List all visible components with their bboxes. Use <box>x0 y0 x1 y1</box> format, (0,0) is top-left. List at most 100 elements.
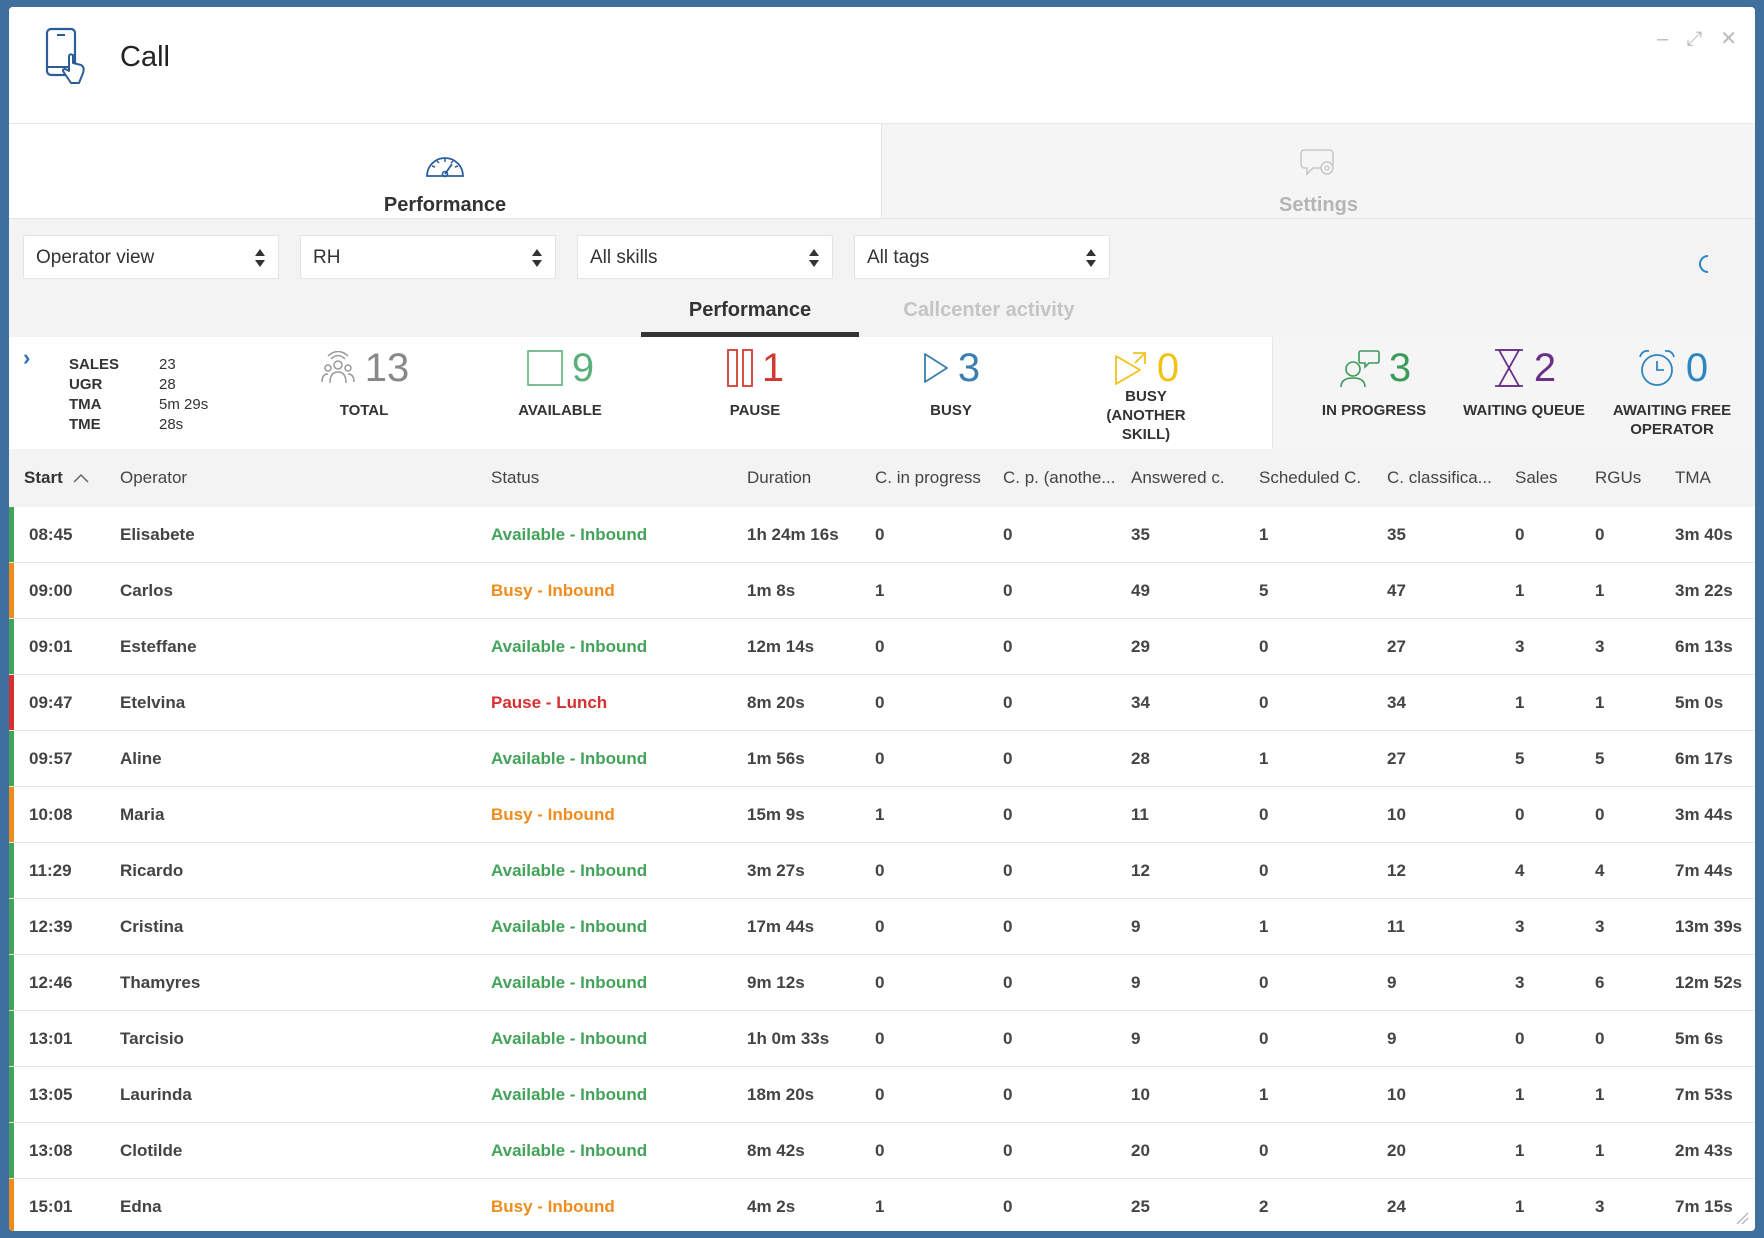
cell-calls-in-progress: 0 <box>875 693 885 712</box>
column-header-scheduled[interactable]: Scheduled C. <box>1259 468 1362 487</box>
table-row[interactable]: 13:01 Tarcisio Available - Inbound 1h 0m 33… <box>9 1011 1755 1067</box>
cell-status: Busy - Inbound <box>491 805 615 824</box>
chevron-right-icon[interactable]: › <box>23 345 31 370</box>
stat-busy[interactable]: 3 BUSY <box>856 345 1046 420</box>
maximize-icon[interactable]: ⤢ <box>1686 28 1703 50</box>
cell-classified: 35 <box>1387 525 1406 544</box>
column-header-operator[interactable]: Operator <box>120 468 188 487</box>
cell-classified: 20 <box>1387 1141 1406 1160</box>
stat-awaiting-free-operator[interactable]: 0 AWAITING FREE OPERATOR <box>1577 345 1755 439</box>
cell-classified: 9 <box>1387 973 1397 992</box>
status-indicator-bar <box>9 1011 14 1066</box>
column-header-calls-another[interactable]: C. p. (anothe... <box>1003 468 1116 487</box>
table-row[interactable]: 09:01 Esteffane Available - Inbound 12m 14s… <box>9 619 1755 675</box>
stat-in-progress[interactable]: 3 IN PROGRESS <box>1279 345 1469 420</box>
column-header-duration[interactable]: Duration <box>747 468 812 487</box>
cell-operator: Thamyres <box>120 973 201 992</box>
stat-busy-another-label: BUSY (ANOTHER SKILL) <box>1106 388 1186 443</box>
cell-duration: 15m 9s <box>747 805 805 824</box>
stat-total[interactable]: 13 TOTAL <box>269 345 459 420</box>
cell-tma: 3m 44s <box>1675 805 1733 824</box>
status-indicator-bar <box>9 955 14 1010</box>
cell-rgus: 6 <box>1595 973 1605 992</box>
minimize-icon[interactable]: – <box>1657 28 1669 50</box>
cell-sales: 5 <box>1515 749 1525 768</box>
column-header-rgus[interactable]: RGUs <box>1595 468 1642 487</box>
table-row[interactable]: 11:29 Ricardo Available - Inbound 3m 27s 0 0 1… <box>9 843 1755 899</box>
cell-scheduled: 0 <box>1259 861 1269 880</box>
filter-bar: Operator view RH All skills All tags Per… <box>9 219 1755 337</box>
cell-status: Available - Inbound <box>491 973 648 992</box>
stat-busy-label: BUSY <box>930 402 972 419</box>
stat-awaiting-value: 0 <box>1685 346 1709 390</box>
column-header-status[interactable]: Status <box>491 468 540 487</box>
table-row[interactable]: 09:00 Carlos Busy - Inbound 1m 8s 1 0 49 5 47 1 1 3… <box>9 563 1755 619</box>
skills-select[interactable]: All skills <box>577 235 833 279</box>
pause-icon <box>726 349 753 387</box>
cell-status: Available - Inbound <box>491 861 648 880</box>
cell-classified: 27 <box>1387 637 1406 656</box>
table-row[interactable]: 13:08 Clotilde Available - Inbound 8m 42s 0 0… <box>9 1123 1755 1179</box>
cell-sales: 0 <box>1515 805 1525 824</box>
cell-start: 08:45 <box>29 525 73 544</box>
phone-touch-icon <box>45 27 85 84</box>
cell-operator: Etelvina <box>120 693 186 712</box>
cell-start: 09:57 <box>29 749 73 768</box>
status-indicator-bar <box>9 1123 14 1178</box>
column-header-start[interactable]: Start <box>24 468 89 488</box>
tags-select[interactable]: All tags <box>854 235 1110 279</box>
stat-available[interactable]: 9 AVAILABLE <box>465 345 655 420</box>
group-select[interactable]: RH <box>300 235 556 279</box>
cell-duration: 8m 20s <box>747 693 805 712</box>
tab-settings[interactable]: Settings <box>881 124 1755 219</box>
column-header-calls-in-progress[interactable]: C. in progress <box>875 468 981 487</box>
cell-calls-in-progress: 0 <box>875 749 885 768</box>
cell-sales: 1 <box>1515 1141 1525 1160</box>
tab-performance[interactable]: Performance <box>9 124 881 219</box>
cell-status: Busy - Inbound <box>491 581 615 600</box>
table-row[interactable]: 12:39 Cristina Available - Inbound 17m 44s 0… <box>9 899 1755 955</box>
cell-status: Available - Inbound <box>491 1085 648 1104</box>
table-row[interactable]: 09:57 Aline Available - Inbound 1m 56s 0 0 28 1… <box>9 731 1755 787</box>
close-icon[interactable]: ✕ <box>1720 28 1737 50</box>
resize-grip-icon[interactable] <box>1735 1211 1749 1225</box>
column-header-sales[interactable]: Sales <box>1515 468 1558 487</box>
stat-pause[interactable]: 1 PAUSE <box>660 345 850 420</box>
status-indicator-bar <box>9 787 14 842</box>
table-row[interactable]: 15:01 Edna Busy - Inbound 4m 2s 1 0 25 2 24 1 3 7m … <box>9 1179 1755 1231</box>
summary-key: UGR <box>69 376 103 393</box>
table-row[interactable]: 13:05 Laurinda Available - Inbound 18m 20s 0… <box>9 1067 1755 1123</box>
cell-status: Available - Inbound <box>491 917 648 936</box>
cell-calls-in-progress: 1 <box>875 1197 885 1216</box>
table-row[interactable]: 09:47 Etelvina Pause - Lunch 8m 20s 0 0 34 0 34 1… <box>9 675 1755 731</box>
loading-spinner-icon <box>1699 255 1709 273</box>
column-header-tma[interactable]: TMA <box>1675 468 1711 487</box>
stat-waiting-value: 2 <box>1533 346 1557 390</box>
table-row[interactable]: 12:46 Thamyres Available - Inbound 9m 12s 0 0… <box>9 955 1755 1011</box>
cell-answered: 20 <box>1131 1141 1150 1160</box>
cell-sales: 1 <box>1515 581 1525 600</box>
cell-rgus: 1 <box>1595 1141 1605 1160</box>
stat-busy-another-skill[interactable]: 0 BUSY (ANOTHER SKILL) <box>1051 345 1241 444</box>
stat-awaiting-label: AWAITING FREE OPERATOR <box>1612 402 1732 438</box>
title-bar: Call – ⤢ ✕ <box>9 7 1755 123</box>
cell-calls-in-progress: 0 <box>875 1029 885 1048</box>
cell-classified: 47 <box>1387 581 1406 600</box>
cell-start: 09:47 <box>29 693 73 712</box>
subtab-performance[interactable]: Performance <box>641 285 859 337</box>
sort-ascending-icon <box>73 473 89 483</box>
view-select[interactable]: Operator view <box>23 235 279 279</box>
stat-waiting-queue[interactable]: 2 WAITING QUEUE <box>1429 345 1619 420</box>
table-row[interactable]: 10:08 Maria Busy - Inbound 15m 9s 1 0 11 0 10 0 0 3… <box>9 787 1755 843</box>
stats-panel: › SALES 23 UGR 28 TMA 5m 29s TME 28s 13 <box>9 337 1755 449</box>
cell-start: 13:08 <box>29 1141 73 1160</box>
cell-rgus: 5 <box>1595 749 1605 768</box>
column-header-classified[interactable]: C. classifica... <box>1387 468 1492 487</box>
subtab-callcenter-activity[interactable]: Callcenter activity <box>903 299 1075 321</box>
cell-scheduled: 0 <box>1259 693 1269 712</box>
cell-classified: 10 <box>1387 1085 1406 1104</box>
table-row[interactable]: 08:45 Elisabete Available - Inbound 1h 24m … <box>9 507 1755 563</box>
group-select-value: RH <box>313 247 341 268</box>
column-header-answered[interactable]: Answered c. <box>1131 468 1225 487</box>
alarm-clock-icon <box>1639 349 1675 386</box>
